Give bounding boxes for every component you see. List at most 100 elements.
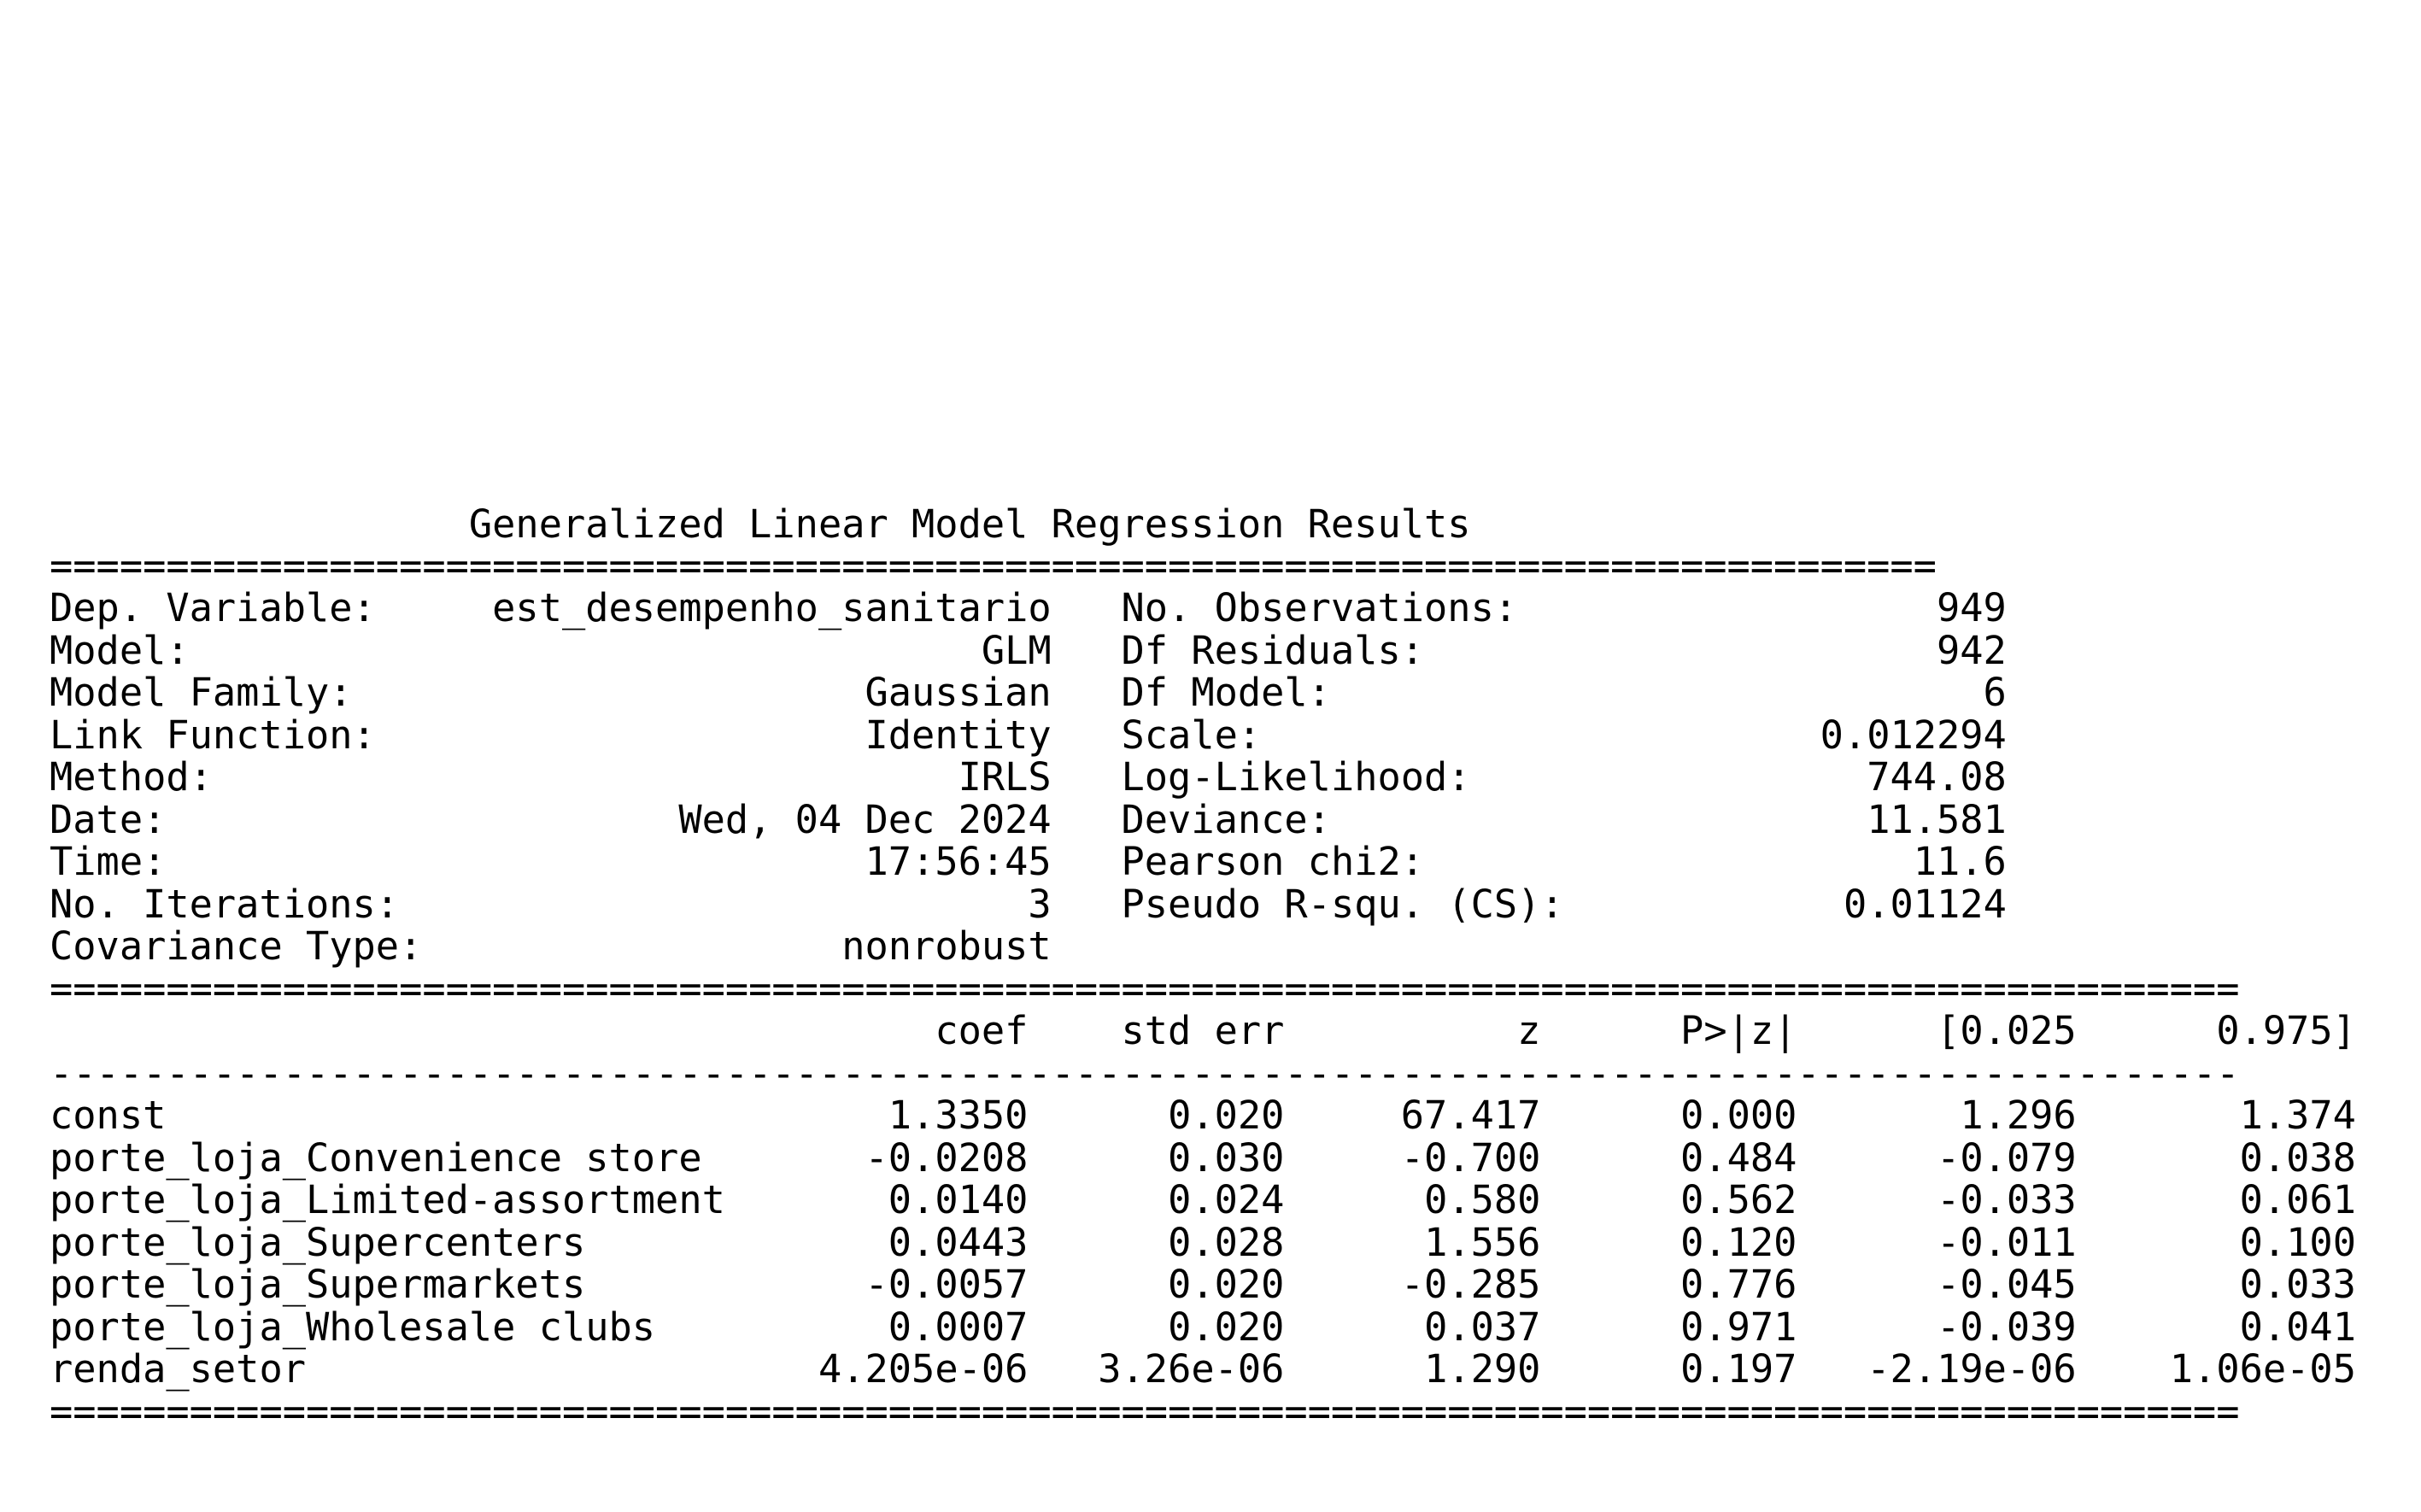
cell-value: 0.100 <box>2239 1219 2356 1265</box>
info-row: Model Family: Gaussian Df Model: 6 <box>50 671 2007 713</box>
info-label: Method: <box>50 754 213 800</box>
info-label: Date: <box>50 796 167 842</box>
column-header: P>|z| <box>1680 1008 1797 1053</box>
column-header: coef <box>935 1008 1029 1053</box>
coef-table-header: coef std err z P>|z| [0.025 0.975] <box>50 1010 2356 1052</box>
coef-row: porte_loja_Convenience store -0.0208 0.0… <box>50 1137 2356 1179</box>
cell-value: 0.024 <box>1168 1177 1285 1222</box>
info-label: Dep. Variable: <box>50 585 376 630</box>
variable-name: porte_loja_Wholesale clubs <box>50 1304 656 1350</box>
info-label: Covariance Type: <box>50 923 423 969</box>
info-value: IRLS <box>958 754 1052 800</box>
info-label: Log-Likelihood: <box>1121 754 1471 800</box>
info-label: Model Family: <box>50 670 353 715</box>
variable-name: renda_setor <box>50 1346 306 1392</box>
cell-value: 0.020 <box>1168 1093 1285 1138</box>
info-row: Time: 17:56:45 Pearson chi2: 11.6 <box>50 841 2007 882</box>
variable-name: porte_loja_Convenience store <box>50 1134 702 1181</box>
cell-value: 1.296 <box>1960 1093 2077 1138</box>
cell-value: -0.045 <box>1937 1262 2077 1307</box>
info-value: 3 <box>1028 881 1052 927</box>
cell-value: 0.061 <box>2239 1177 2356 1222</box>
variable-name: const <box>50 1093 167 1138</box>
cell-value: 0.776 <box>1680 1262 1797 1307</box>
info-label: Df Model: <box>1121 670 1331 715</box>
cell-value: 3.26e-06 <box>1098 1346 1285 1392</box>
info-value: Identity <box>865 712 1052 758</box>
cell-value: 0.028 <box>1168 1219 1285 1265</box>
cell-value: 0.033 <box>2239 1262 2356 1307</box>
info-value: Wed, 04 Dec 2024 <box>678 796 1052 842</box>
info-value: 6 <box>1983 670 2007 715</box>
info-value: 0.012294 <box>1820 712 2007 758</box>
info-value: 11.6 <box>1913 839 2007 884</box>
info-value: est_desempenho_sanitario <box>492 585 1052 630</box>
cell-value: 0.484 <box>1680 1134 1797 1181</box>
cell-value: -0.285 <box>1400 1262 1541 1307</box>
cell-value: 67.417 <box>1400 1093 1541 1138</box>
coef-row: porte_loja_Supercenters 0.0443 0.028 1.5… <box>50 1222 2356 1263</box>
cell-value: 0.037 <box>1424 1304 1541 1350</box>
cell-value: 0.020 <box>1168 1304 1285 1350</box>
info-row: No. Iterations: 3 Pseudo R-squ. (CS): 0.… <box>50 883 2007 925</box>
cell-value: 1.290 <box>1424 1346 1541 1392</box>
coef-row: const 1.3350 0.020 67.417 0.000 1.296 1.… <box>50 1094 2356 1136</box>
info-label: Deviance: <box>1121 796 1331 842</box>
cell-value: -0.039 <box>1937 1304 2077 1350</box>
info-label: Model: <box>50 627 190 673</box>
variable-name: porte_loja_Supermarkets <box>50 1262 586 1307</box>
results-title: Generalized Linear Model Regression Resu… <box>50 501 1471 547</box>
header-separator: ----------------------------------------… <box>50 1052 2240 1094</box>
cell-value: 0.562 <box>1680 1177 1797 1222</box>
info-row: Covariance Type: nonrobust <box>50 925 1052 967</box>
info-label: Pearson chi2: <box>1121 839 1425 884</box>
info-value: 744.08 <box>1867 754 2007 800</box>
info-value: 0.01124 <box>1843 881 2007 927</box>
info-label: Link Function: <box>50 712 376 758</box>
cell-value: 0.120 <box>1680 1219 1797 1265</box>
cell-value: -0.011 <box>1937 1219 2077 1265</box>
cell-value: 0.030 <box>1168 1134 1285 1181</box>
cell-value: 0.041 <box>2239 1304 2356 1350</box>
cell-value: 0.0140 <box>888 1177 1029 1222</box>
coef-row: porte_loja_Supermarkets -0.0057 0.020 -0… <box>50 1263 2356 1305</box>
cell-value: 0.197 <box>1680 1346 1797 1392</box>
column-header: 0.975] <box>2216 1008 2356 1053</box>
variable-name: porte_loja_Limited-assortment <box>50 1177 725 1222</box>
bottom-rule: ========================================… <box>50 1391 2240 1433</box>
info-row: Model: GLM Df Residuals: 942 <box>50 630 2007 671</box>
cell-value: 0.0443 <box>888 1219 1029 1265</box>
coef-row: porte_loja_Limited-assortment 0.0140 0.0… <box>50 1179 2356 1221</box>
coef-row: renda_setor 4.205e-06 3.26e-06 1.290 0.1… <box>50 1348 2356 1390</box>
coef-row: porte_loja_Wholesale clubs 0.0007 0.020 … <box>50 1306 2356 1348</box>
info-value: 949 <box>1937 585 2007 630</box>
info-row: Link Function: Identity Scale: 0.012294 <box>50 714 2007 756</box>
info-label: Pseudo R-squ. (CS): <box>1121 881 1564 927</box>
info-label: Time: <box>50 839 167 884</box>
info-label: Df Residuals: <box>1121 627 1425 673</box>
cell-value: -0.079 <box>1937 1134 2077 1181</box>
cell-value: 1.556 <box>1424 1219 1541 1265</box>
column-header: std err <box>1121 1008 1285 1053</box>
info-value: 942 <box>1937 627 2007 673</box>
info-label: Scale: <box>1121 712 1262 758</box>
info-value: GLM <box>981 627 1052 673</box>
info-label: No. Iterations: <box>50 881 400 927</box>
cell-value: -0.033 <box>1937 1177 2077 1222</box>
cell-value: 1.3350 <box>888 1093 1029 1138</box>
column-header: z <box>1517 1008 1541 1053</box>
info-row: Method: IRLS Log-Likelihood: 744.08 <box>50 756 2007 798</box>
info-value: 11.581 <box>1867 796 2007 842</box>
cell-value: 1.374 <box>2239 1093 2356 1138</box>
cell-value: -0.0208 <box>865 1134 1029 1181</box>
info-label: No. Observations: <box>1121 585 1518 630</box>
cell-value: 0.000 <box>1680 1093 1797 1138</box>
cell-value: -0.700 <box>1400 1134 1541 1181</box>
cell-value: 0.020 <box>1168 1262 1285 1307</box>
cell-value: 0.971 <box>1680 1304 1797 1350</box>
cell-value: 1.06e-05 <box>2169 1346 2356 1392</box>
middle-rule: ========================================… <box>50 968 2240 1010</box>
cell-value: 4.205e-06 <box>818 1346 1029 1392</box>
cell-value: 0.038 <box>2239 1134 2356 1181</box>
